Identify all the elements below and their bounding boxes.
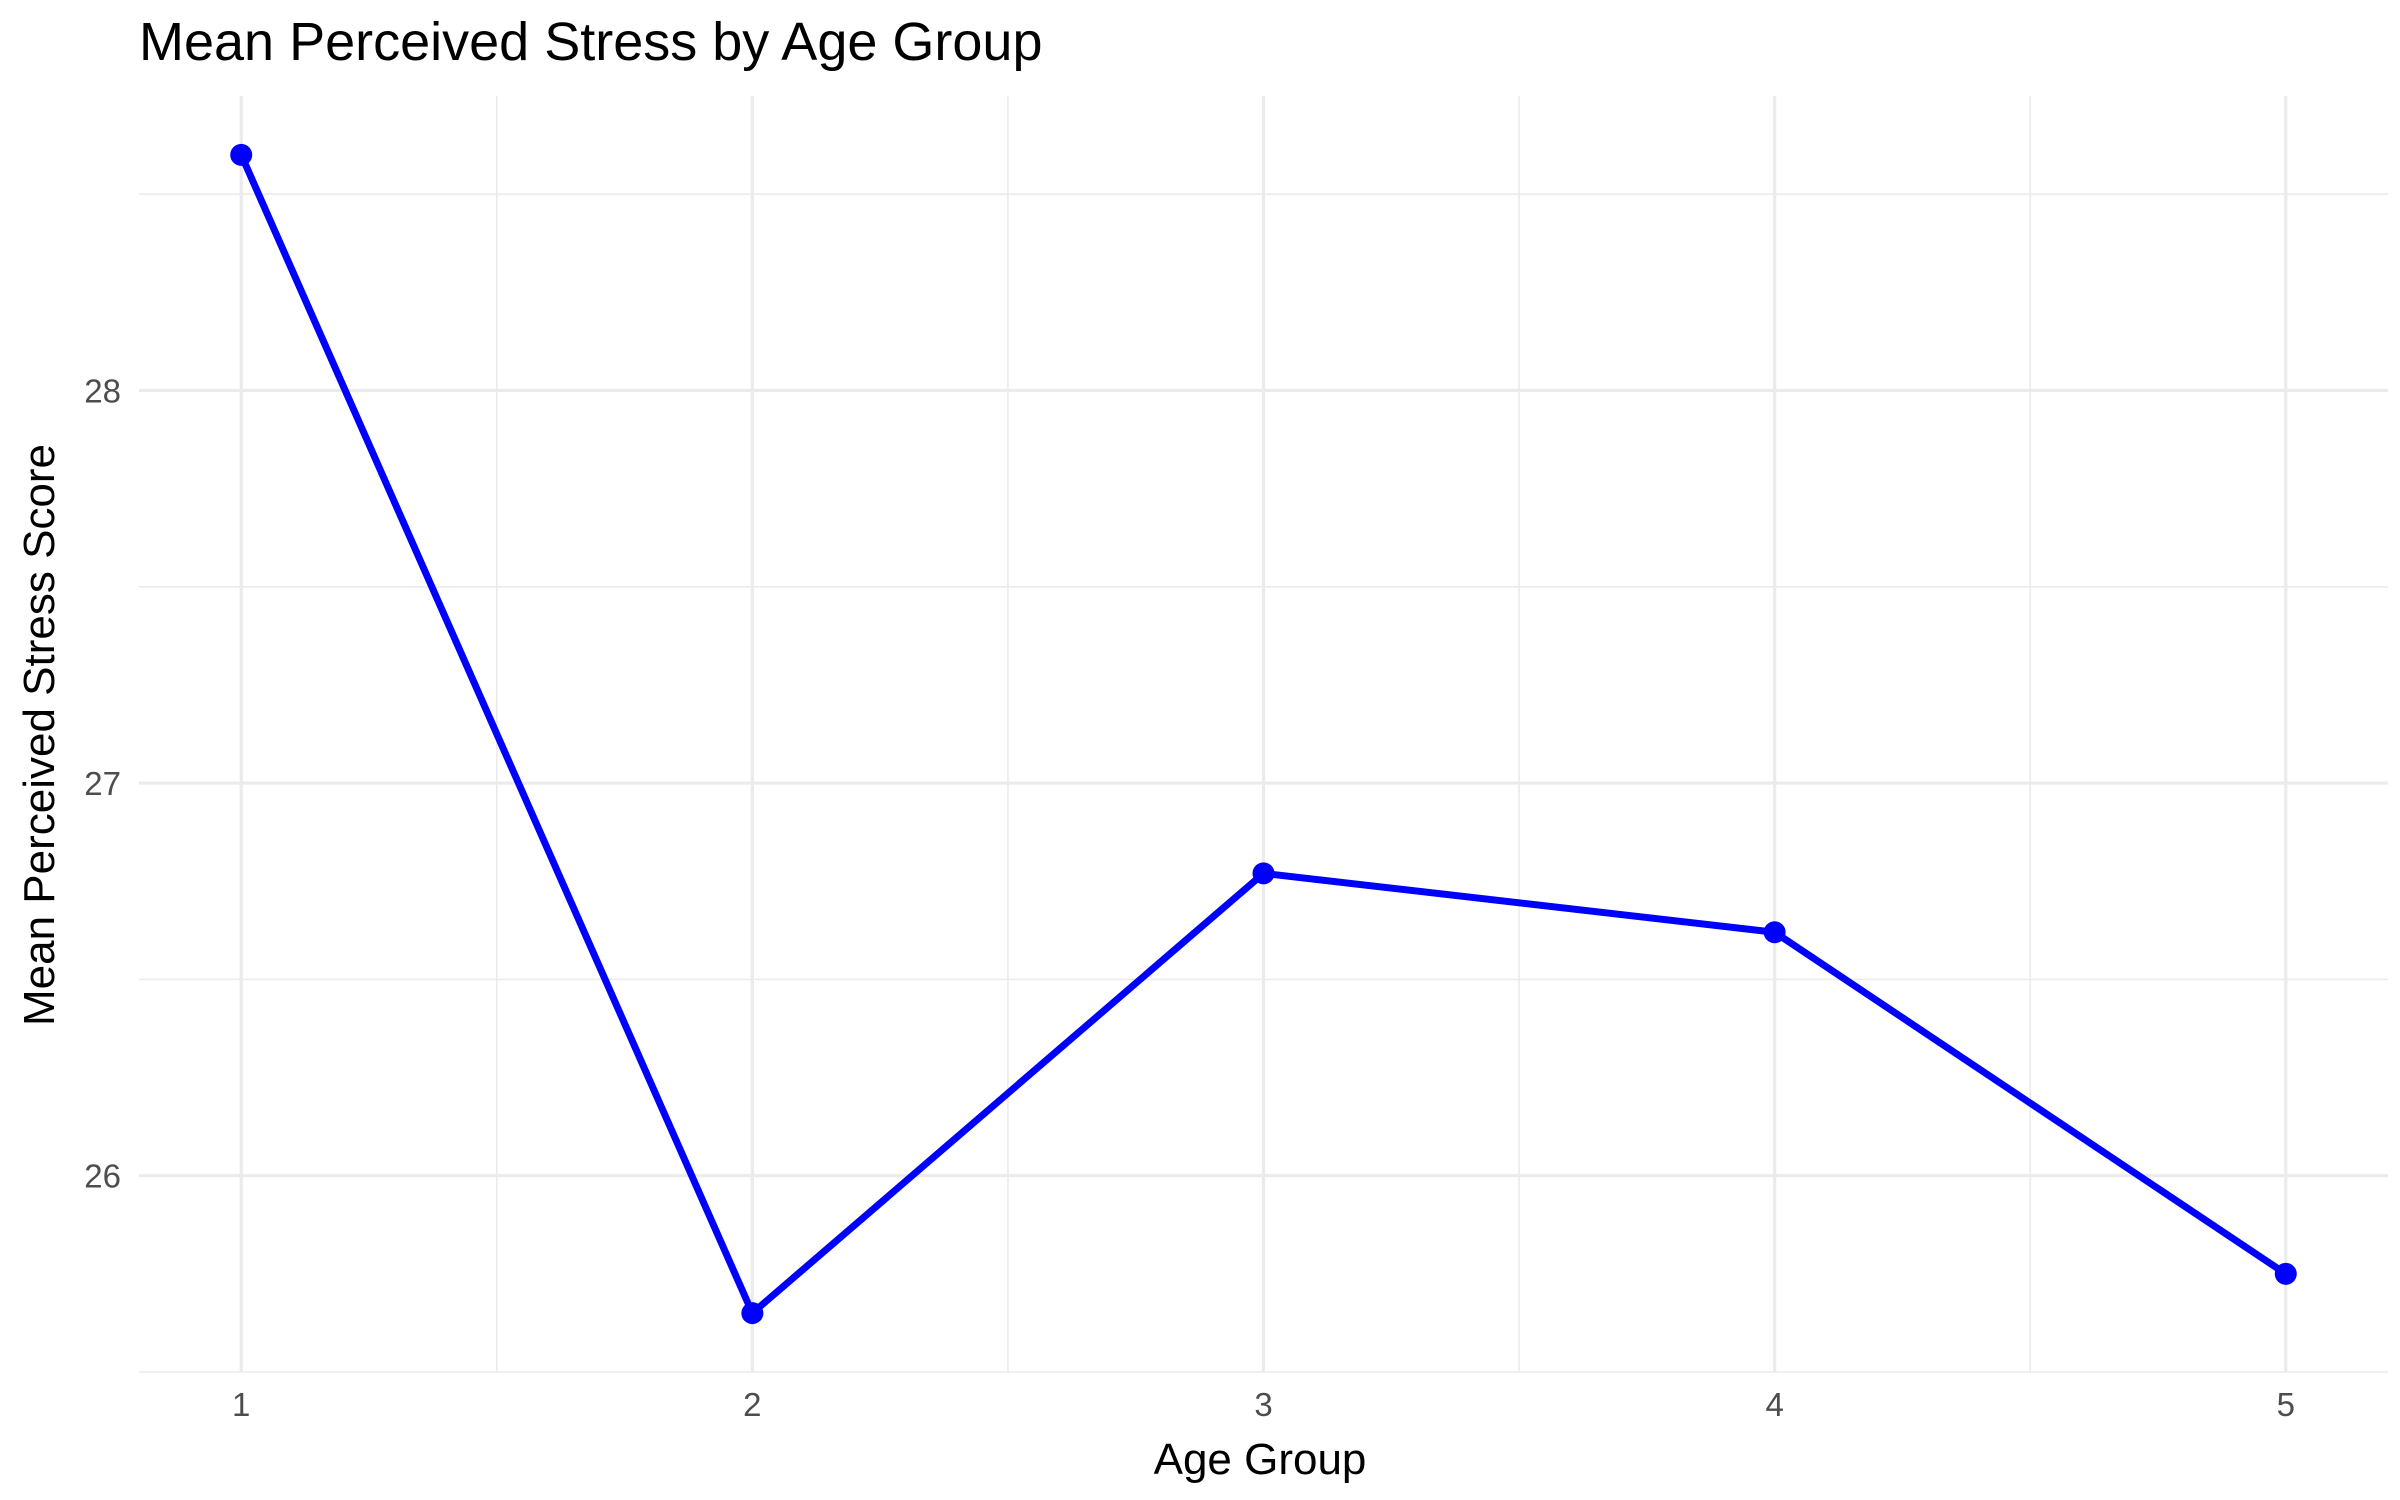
y-axis-title: Mean Perceived Stress Score — [15, 444, 64, 1026]
grid — [139, 96, 2388, 1373]
y-tick-label: 28 — [84, 372, 121, 409]
x-tick-label: 5 — [2277, 1386, 2295, 1423]
data-point — [741, 1302, 764, 1325]
x-tick-label: 4 — [1765, 1386, 1783, 1423]
y-tick-label: 27 — [84, 765, 121, 802]
y-tick-labels: 26 27 28 — [84, 372, 121, 1194]
chart-title: Mean Perceived Stress by Age Group — [139, 12, 1042, 72]
x-tick-label: 2 — [743, 1386, 761, 1423]
data-point — [2274, 1262, 2297, 1285]
y-tick-label: 26 — [84, 1158, 121, 1195]
data-point — [1252, 862, 1275, 885]
data-point — [230, 143, 253, 166]
x-tick-labels: 1 2 3 4 5 — [232, 1386, 2295, 1423]
points-layer — [230, 143, 2297, 1325]
data-point — [1763, 921, 1786, 944]
x-axis-title: Age Group — [1154, 1435, 1367, 1484]
x-tick-label: 1 — [232, 1386, 250, 1423]
x-tick-label: 3 — [1254, 1386, 1272, 1423]
